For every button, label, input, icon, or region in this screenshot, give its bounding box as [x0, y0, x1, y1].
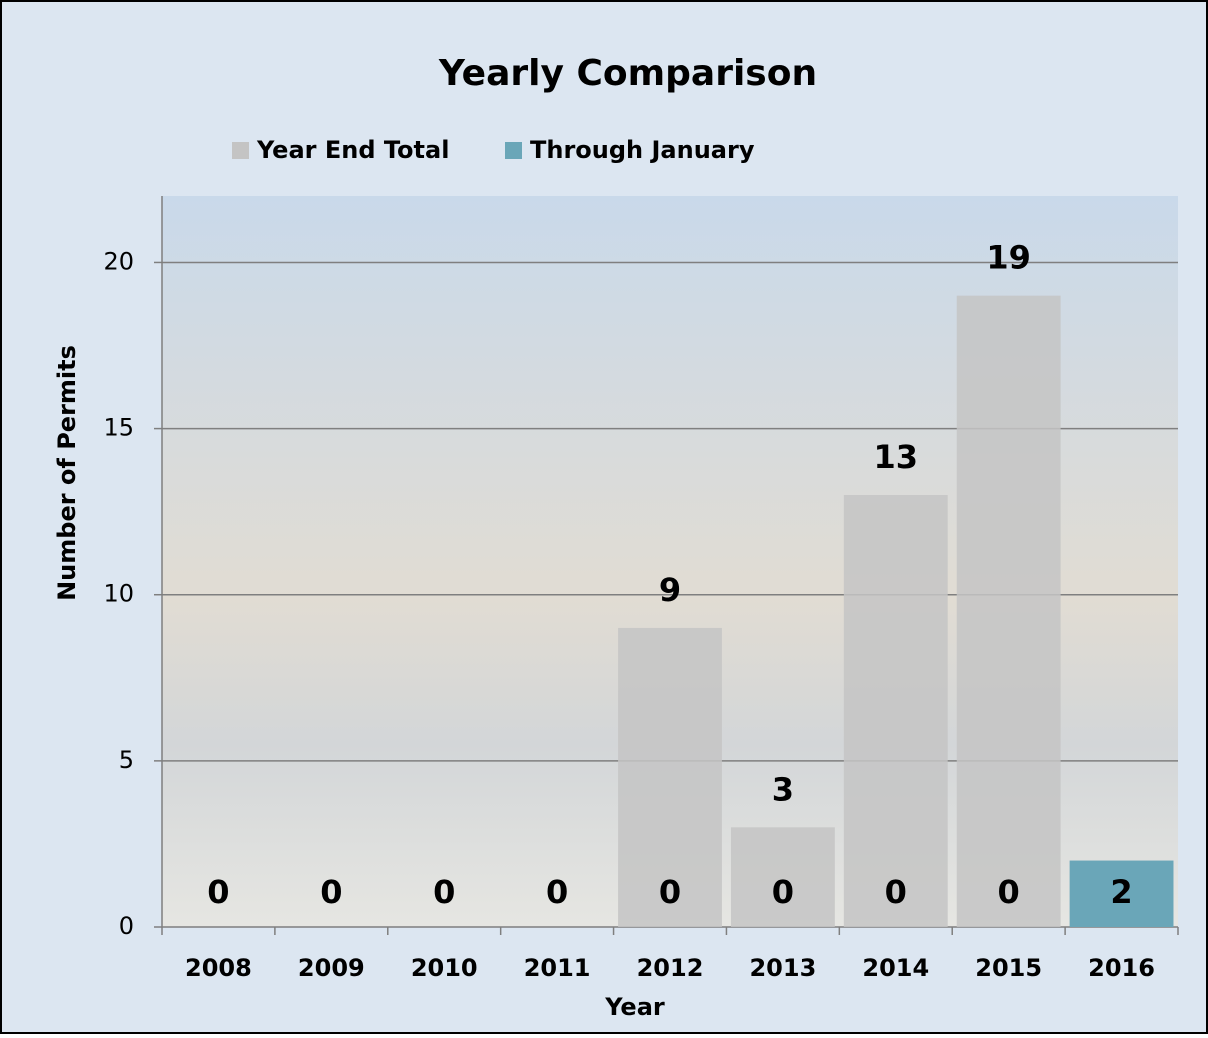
- data-label: 9: [659, 571, 681, 609]
- x-axis-title: Year: [604, 993, 665, 1021]
- data-label: 19: [986, 239, 1031, 277]
- data-label: 0: [659, 873, 681, 911]
- legend-swatch: [232, 142, 249, 159]
- y-tick-label: 10: [103, 580, 134, 608]
- chart: Yearly Comparison Year Number of Permits…: [0, 0, 1208, 1034]
- chart-title: Yearly Comparison: [438, 53, 817, 94]
- data-label: 0: [885, 873, 907, 911]
- data-label: 13: [874, 438, 919, 476]
- data-label: 0: [433, 873, 455, 911]
- legend-label: Year End Total: [256, 136, 449, 164]
- x-tick-label: 2009: [298, 954, 365, 982]
- x-tick-label: 2015: [975, 954, 1042, 982]
- data-label: 0: [320, 873, 342, 911]
- y-tick-label: 5: [119, 746, 134, 774]
- y-axis-title: Number of Permits: [53, 345, 81, 601]
- y-tick-label: 20: [103, 247, 134, 275]
- x-tick-label: 2016: [1088, 954, 1155, 982]
- x-tick-label: 2011: [524, 954, 591, 982]
- y-tick-label: 0: [119, 912, 134, 940]
- x-tick-label: 2010: [411, 954, 478, 982]
- x-tick-label: 2014: [862, 954, 929, 982]
- x-tick-label: 2012: [637, 954, 704, 982]
- data-label: 0: [998, 873, 1020, 911]
- y-tick-label: 15: [103, 414, 134, 442]
- data-label: 0: [546, 873, 568, 911]
- legend-label: Through January: [530, 136, 755, 164]
- data-label: 2: [1110, 873, 1132, 911]
- x-tick-label: 2013: [749, 954, 816, 982]
- bar: [844, 495, 948, 927]
- bar: [957, 296, 1061, 927]
- data-label: 0: [772, 873, 794, 911]
- x-tick-label: 2008: [185, 954, 252, 982]
- data-label: 0: [207, 873, 229, 911]
- data-label: 3: [772, 770, 794, 808]
- legend-swatch: [505, 142, 522, 159]
